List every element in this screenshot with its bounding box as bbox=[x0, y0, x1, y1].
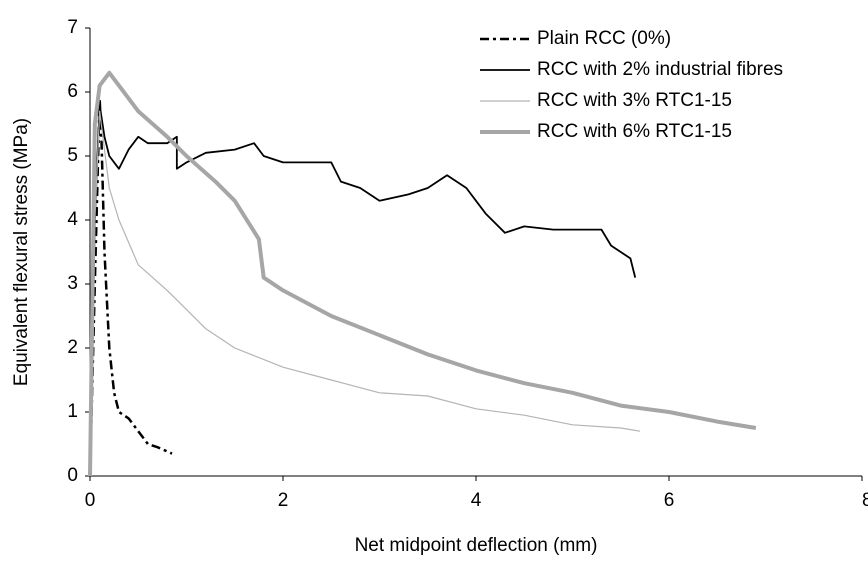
data-line bbox=[88, 97, 173, 477]
y-tick-label: 7 bbox=[67, 17, 78, 38]
y-tick-label: 0 bbox=[67, 465, 78, 486]
x-tick-label: 6 bbox=[664, 490, 675, 511]
data-line bbox=[89, 110, 641, 477]
data-line bbox=[88, 70, 757, 477]
x-tick-label: 0 bbox=[85, 490, 96, 511]
legend-label: Plain RCC (0%) bbox=[537, 28, 671, 49]
x-tick-label: 2 bbox=[278, 490, 289, 511]
legend-label: RCC with 6% RTC1-15 bbox=[537, 121, 732, 142]
y-tick-label: 3 bbox=[67, 273, 78, 294]
data-line bbox=[89, 103, 637, 477]
legend-label: RCC with 3% RTC1-15 bbox=[537, 90, 732, 111]
y-tick-label: 2 bbox=[67, 337, 78, 358]
y-axis-label: Equivalent flexural stress (MPa) bbox=[11, 118, 32, 386]
x-axis-label: Net midpoint deflection (mm) bbox=[355, 535, 598, 556]
y-tick-label: 4 bbox=[67, 209, 78, 230]
y-tick-label: 1 bbox=[67, 401, 78, 422]
x-tick-label: 4 bbox=[471, 490, 482, 511]
x-tick-label: 8 bbox=[862, 490, 868, 511]
legend-label: RCC with 2% industrial fibres bbox=[537, 59, 783, 80]
y-tick-label: 6 bbox=[67, 81, 78, 102]
y-tick-label: 5 bbox=[67, 145, 78, 166]
